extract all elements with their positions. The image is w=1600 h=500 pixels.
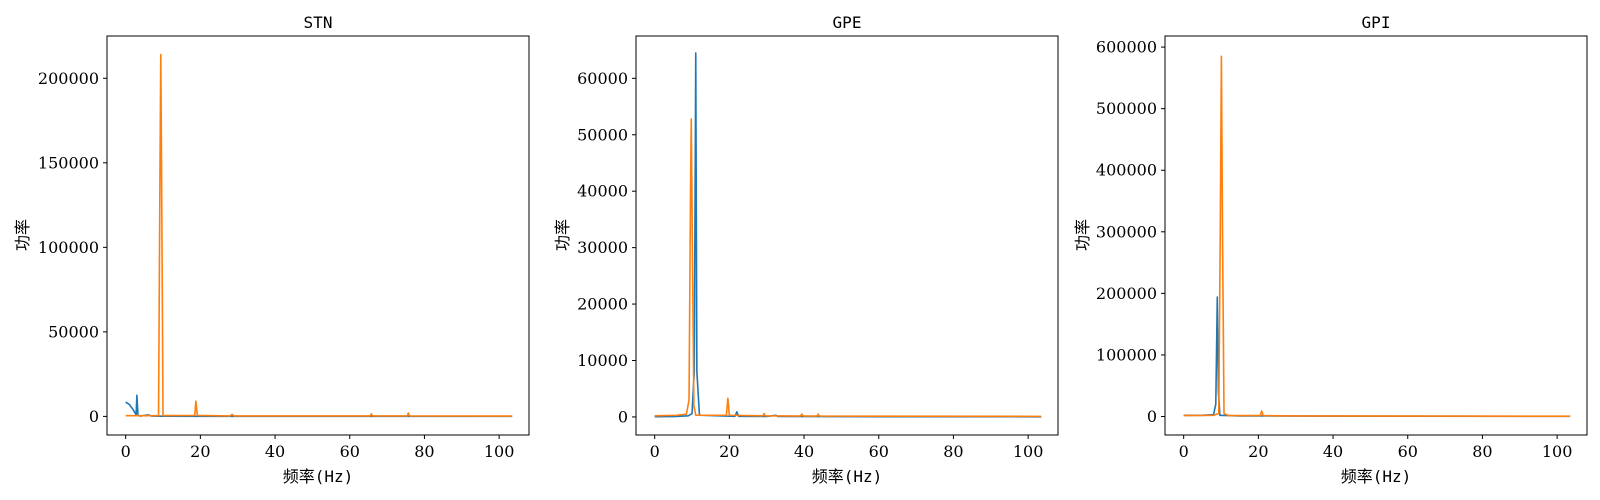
- panel-gpe: GPE 频率(Hz) 功率 0 20 40 60 80 100 0 10000 20000 300…: [553, 13, 1059, 486]
- y-tick-label: 600000: [1096, 38, 1157, 57]
- plot-area: 0 20 40 60 80 100 0 100000 200000 300000 400000 500…: [1096, 35, 1588, 461]
- y-tick-label: 500000: [1096, 99, 1157, 118]
- x-tick-label: 40: [794, 442, 814, 461]
- x-tick-label: 60: [1398, 442, 1418, 461]
- y-tick-label: 0: [1147, 407, 1157, 426]
- y-tick-label: 200000: [1096, 284, 1157, 303]
- y-tick-label: 100000: [38, 238, 99, 257]
- x-tick-label: 0: [1179, 442, 1189, 461]
- series-line-1: [654, 52, 1042, 418]
- chart-title: GPI: [1362, 13, 1391, 32]
- x-tick-label: 80: [943, 442, 963, 461]
- x-tick-label: 40: [1323, 442, 1343, 461]
- y-tick-label: 30000: [577, 238, 628, 257]
- panel-stn: STN 频率(Hz) 功率 0 20 40 60 80 100 0 50000 100000 15…: [13, 13, 530, 486]
- y-tick-label: 400000: [1096, 161, 1157, 180]
- y-tick-label: 50000: [48, 322, 99, 341]
- series-line-2: [125, 53, 513, 417]
- y-tick-label: 10000: [577, 351, 628, 370]
- x-axis-label: 频率(Hz): [812, 467, 883, 486]
- x-tick-label: 100: [484, 442, 515, 461]
- axes-frame: [1164, 35, 1588, 436]
- y-tick-label: 0: [89, 407, 99, 426]
- x-tick-label: 0: [650, 442, 660, 461]
- x-tick-label: 20: [1248, 442, 1268, 461]
- plot-area: 0 20 40 60 80 100 0 50000 100000 150000 200000: [38, 35, 530, 461]
- y-tick-label: 100000: [1096, 345, 1157, 364]
- x-tick-label: 20: [719, 442, 739, 461]
- series-line-1: [125, 394, 513, 418]
- x-tick-label: 40: [265, 442, 285, 461]
- y-axis-label: 功率: [13, 219, 32, 251]
- x-axis-label: 频率(Hz): [283, 467, 354, 486]
- x-tick-label: 0: [121, 442, 131, 461]
- x-axis-label: 频率(Hz): [1341, 467, 1412, 486]
- y-tick-label: 20000: [577, 295, 628, 314]
- chart-title: GPE: [833, 13, 862, 32]
- series-line-2: [1183, 55, 1571, 418]
- chart-title: STN: [304, 13, 333, 32]
- x-tick-label: 60: [869, 442, 889, 461]
- x-tick-label: 60: [340, 442, 360, 461]
- series-line-2: [654, 118, 1042, 418]
- x-tick-label: 100: [1013, 442, 1044, 461]
- x-tick-label: 80: [1472, 442, 1492, 461]
- y-axis-label: 功率: [1073, 219, 1092, 251]
- y-tick-label: 150000: [38, 153, 99, 172]
- x-tick-label: 20: [190, 442, 210, 461]
- y-tick-label: 40000: [577, 182, 628, 201]
- y-tick-label: 50000: [577, 125, 628, 144]
- y-tick-label: 60000: [577, 69, 628, 88]
- y-tick-label: 200000: [38, 69, 99, 88]
- x-tick-label: 100: [1542, 442, 1573, 461]
- plot-area: 0 20 40 60 80 100 0 10000 20000 30000 40000 50000 60…: [577, 35, 1059, 461]
- y-tick-label: 300000: [1096, 222, 1157, 241]
- series-line-1: [1183, 296, 1571, 418]
- x-tick-label: 80: [414, 442, 434, 461]
- y-axis-label: 功率: [553, 219, 572, 251]
- axes-frame: [635, 35, 1059, 436]
- y-tick-label: 0: [618, 407, 628, 426]
- panel-gpi: GPI 频率(Hz) 功率 0 20 40 60 80 100 0 100000 200000 3…: [1073, 13, 1588, 486]
- axes-frame: [106, 35, 530, 436]
